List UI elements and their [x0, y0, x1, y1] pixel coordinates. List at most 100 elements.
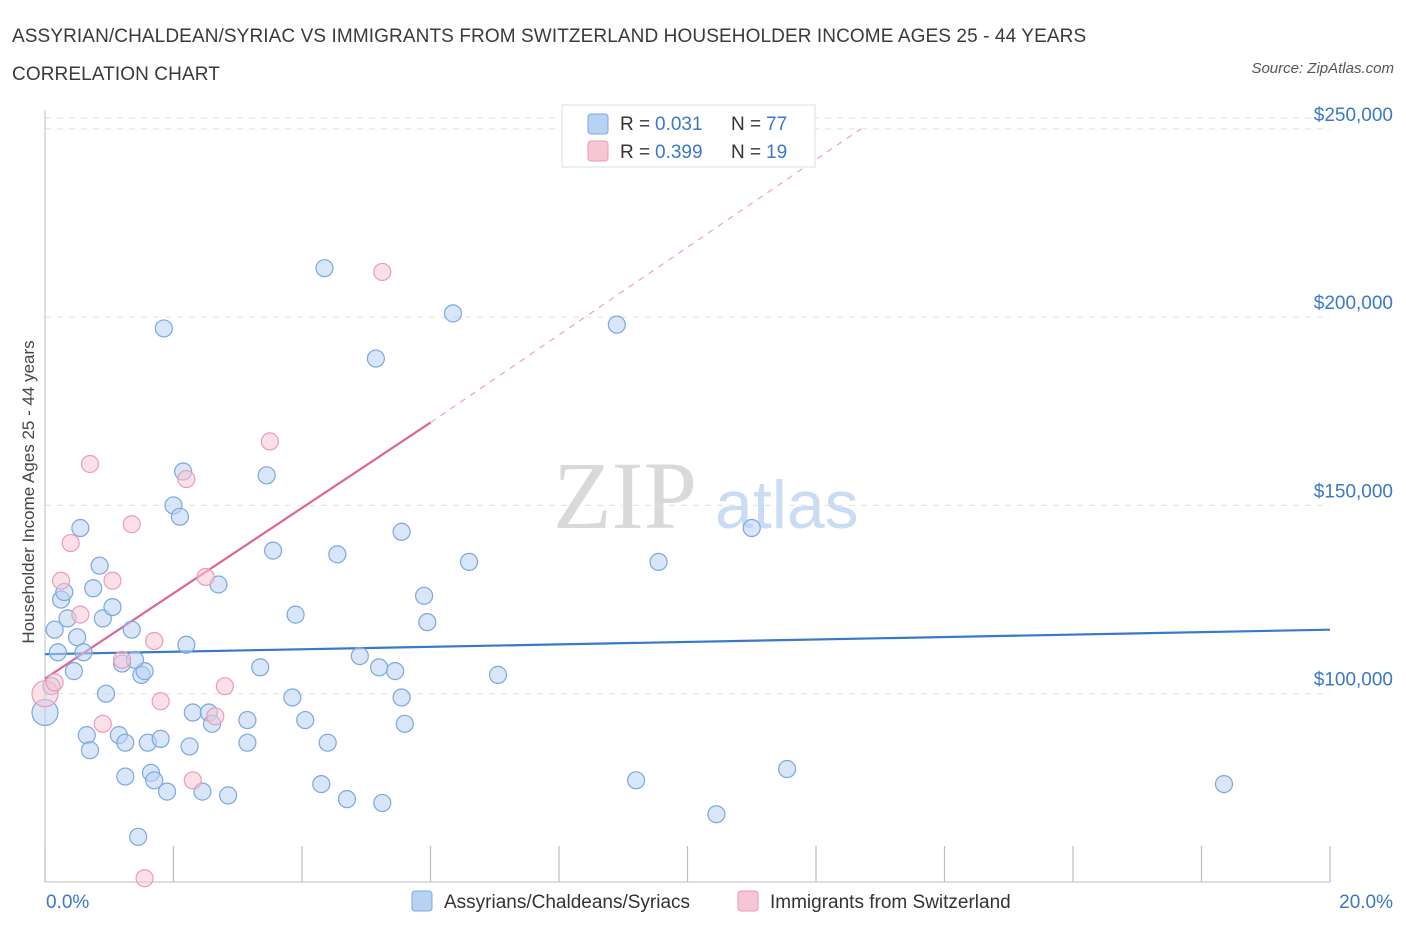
point-assyrian [129, 827, 148, 846]
series-legend-label-2: Immigrants from Switzerland [770, 892, 1011, 913]
point-swiss [196, 567, 215, 587]
point-assyrian [45, 620, 64, 639]
point-assyrian [283, 688, 302, 707]
point-assyrian [607, 315, 626, 334]
point-assyrian [74, 643, 93, 662]
point-assyrian [318, 733, 337, 752]
point-assyrian [386, 662, 405, 681]
point-swiss [122, 515, 141, 534]
legend-n-value-1: 77 [766, 114, 787, 135]
point-assyrian [312, 774, 331, 794]
point-assyrian [68, 628, 87, 647]
point-assyrian [392, 522, 411, 541]
point-swiss [51, 571, 71, 590]
point-assyrian [649, 552, 668, 572]
point-assyrian [337, 790, 357, 809]
point-assyrian [707, 805, 726, 824]
point-assyrian [328, 545, 347, 564]
point-assyrian [219, 786, 238, 805]
point-swiss [373, 262, 392, 282]
watermark-atlas: atlas [715, 467, 859, 543]
point-assyrian [257, 466, 276, 485]
point-assyrian [122, 620, 141, 639]
axes [44, 110, 1331, 883]
point-assyrian [48, 643, 67, 662]
point-assyrian [154, 319, 173, 338]
point-swiss [61, 533, 80, 553]
point-swiss [45, 673, 64, 692]
legend-n-label-1: N = [731, 114, 761, 135]
point-assyrian [183, 703, 202, 722]
x-tick-label: 0.0% [46, 892, 89, 913]
point-assyrian [71, 518, 90, 538]
legend-n-value-2: 19 [766, 142, 787, 163]
point-swiss [71, 605, 90, 624]
point-assyrian [418, 613, 437, 632]
point-assyrian [488, 665, 508, 684]
trend-lines [44, 128, 1331, 680]
point-assyrian [177, 635, 196, 654]
legend-r-label-2: R = [620, 142, 650, 163]
point-assyrian [238, 710, 257, 730]
point-assyrian [116, 767, 135, 786]
point-swiss [177, 469, 196, 489]
y-axis-label: Householder Income Ages 25 - 44 years [19, 340, 38, 643]
point-assyrian [742, 518, 761, 538]
point-assyrian [315, 259, 334, 278]
point-assyrian [80, 741, 100, 760]
point-swiss [80, 454, 100, 474]
legend-swatch-blue [587, 113, 609, 135]
point-assyrian [626, 771, 646, 790]
legend-r-value-1: 0.031 [655, 114, 703, 135]
series-legend-swatch-pink [737, 890, 759, 912]
point-assyrian [151, 729, 170, 748]
point-assyrian [263, 541, 283, 560]
y-tick-label: $250,000 [1314, 105, 1393, 126]
point-swiss [260, 432, 279, 451]
point-assyrian [64, 662, 84, 681]
point-assyrian [373, 793, 392, 813]
point-assyrian [414, 586, 434, 605]
watermark-zip: ZIP [553, 442, 697, 549]
point-assyrian [170, 507, 190, 526]
point-swiss [215, 677, 234, 696]
point-assyrian [103, 597, 122, 617]
legend-r-value-2: 0.399 [655, 142, 703, 163]
series-legend-swatch-blue [411, 890, 433, 912]
point-swiss [103, 571, 122, 590]
point-assyrian [395, 714, 414, 733]
point-swiss [206, 707, 225, 726]
point-assyrian [286, 605, 305, 624]
legend-n-label-2: N = [731, 142, 761, 163]
point-assyrian [77, 726, 96, 745]
x-tick-labels: 0.0% 20.0% [46, 892, 1393, 913]
point-assyrian [116, 733, 135, 752]
point-assyrian [443, 304, 463, 323]
y-tick-label: $100,000 [1314, 670, 1393, 691]
point-assyrian [366, 349, 385, 368]
correlation-legend: R = 0.031 N = 77 R = 0.399 N = 19 [561, 104, 816, 168]
series-legend-label-1: Assyrians/Chaldeans/Syriacs [444, 892, 690, 913]
point-assyrian [84, 579, 103, 598]
point-assyrian [392, 688, 411, 707]
point-assyrian [238, 733, 257, 752]
point-swiss [183, 771, 202, 790]
point-assyrian [180, 737, 199, 756]
point-swiss [151, 692, 170, 711]
legend-swatch-pink [587, 140, 609, 162]
point-assyrian [296, 710, 315, 730]
point-assyrian [370, 658, 389, 677]
point-assyrian [157, 782, 177, 801]
point-assyrian [251, 658, 270, 677]
gridlines [45, 117, 1330, 695]
point-swiss [145, 631, 164, 651]
point-assyrian [1214, 774, 1234, 794]
data-points [31, 259, 1234, 888]
chart-title: ASSYRIAN/CHALDEAN/SYRIAC VS IMMIGRANTS F… [12, 26, 1087, 85]
source-label: Source: ZipAtlas.com [1251, 60, 1394, 77]
trend-line-assyrian [44, 628, 1331, 656]
point-swiss [135, 869, 154, 888]
legend-r-label-1: R = [620, 114, 650, 135]
trend-extension-swiss [430, 128, 862, 424]
